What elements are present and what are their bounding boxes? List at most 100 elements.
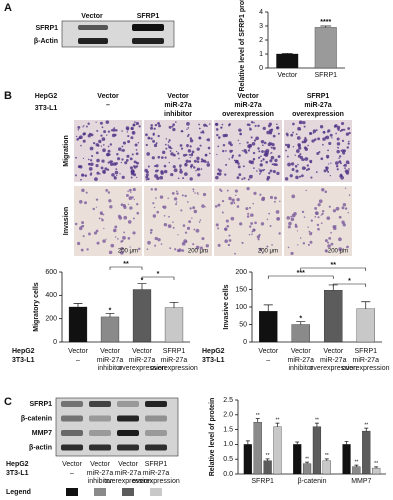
cell	[121, 145, 124, 148]
cell	[269, 195, 274, 200]
cell	[284, 177, 289, 181]
cell	[150, 228, 153, 232]
label: 400	[45, 292, 57, 299]
cell	[271, 143, 275, 147]
label: 200	[45, 316, 57, 323]
cell	[146, 248, 149, 251]
legend-swatch	[122, 488, 134, 496]
cell	[315, 129, 318, 132]
cell	[277, 217, 280, 220]
label: MMP7	[351, 478, 371, 485]
label: **	[123, 261, 129, 268]
cell	[157, 238, 161, 242]
cell	[130, 191, 132, 193]
cell	[346, 146, 350, 149]
cell	[124, 161, 128, 165]
cell	[111, 160, 114, 163]
cell	[208, 152, 211, 155]
cell	[238, 173, 242, 177]
cell	[90, 133, 94, 137]
cell	[321, 212, 324, 215]
cell	[106, 168, 110, 171]
cell	[186, 226, 191, 230]
cell	[308, 131, 312, 136]
cell	[113, 133, 117, 137]
cell	[341, 206, 345, 210]
cell	[127, 134, 130, 138]
label: Vector	[90, 461, 111, 468]
cell	[305, 189, 307, 192]
cell	[218, 172, 222, 176]
cell	[182, 224, 186, 227]
cell	[178, 157, 180, 160]
label: overexpression	[292, 111, 344, 118]
label: 1.5	[223, 426, 233, 433]
cell	[347, 170, 350, 172]
error-bar	[169, 301, 179, 308]
cell	[259, 247, 263, 251]
cell	[256, 235, 261, 239]
cell	[328, 163, 330, 165]
cell	[121, 239, 124, 242]
error-bar	[364, 427, 369, 432]
cell	[237, 139, 239, 141]
cell	[193, 159, 197, 163]
cell	[132, 231, 136, 235]
cell	[99, 121, 103, 125]
error-bar	[361, 301, 371, 309]
label: 200	[235, 269, 247, 276]
cell	[189, 137, 193, 140]
cell	[336, 142, 341, 146]
label: Migration	[63, 135, 70, 167]
cell	[272, 170, 276, 174]
cell	[154, 165, 157, 168]
cell	[149, 231, 153, 234]
cell	[309, 240, 313, 244]
cell	[307, 167, 311, 171]
label: 2.5	[223, 397, 233, 404]
cell	[346, 245, 349, 249]
cell	[177, 234, 179, 236]
label: SFRP1	[137, 13, 160, 20]
error-bar	[374, 466, 379, 469]
cell	[326, 216, 331, 221]
cell	[272, 146, 276, 150]
cell	[121, 158, 124, 161]
cell	[252, 202, 254, 205]
cell	[347, 211, 349, 214]
cell	[184, 172, 188, 176]
cell	[108, 199, 112, 203]
cell	[327, 244, 331, 248]
cell	[122, 141, 127, 145]
cell	[136, 202, 139, 206]
label: Vector	[291, 348, 312, 355]
label: *	[157, 271, 160, 278]
cell	[190, 153, 194, 157]
label: miR-27a	[288, 357, 315, 364]
label: **	[331, 262, 337, 269]
cell	[164, 156, 167, 159]
bar	[312, 426, 322, 475]
error-bar	[314, 422, 319, 427]
cell	[108, 250, 113, 255]
cell	[277, 132, 280, 135]
cell	[127, 140, 131, 144]
band	[78, 25, 108, 30]
cell	[335, 206, 340, 211]
cell	[320, 157, 324, 161]
cell	[231, 198, 235, 202]
cell	[292, 122, 295, 126]
cell	[347, 127, 351, 130]
error-bar	[263, 304, 273, 312]
bar	[273, 426, 282, 475]
cell	[186, 121, 190, 126]
legend-swatch	[150, 488, 162, 496]
cell	[236, 205, 240, 208]
cell	[84, 201, 88, 205]
cell	[164, 143, 167, 146]
cell	[189, 145, 192, 148]
cell	[77, 241, 81, 246]
cell	[306, 164, 310, 167]
error-bar	[295, 441, 300, 445]
cell	[271, 244, 273, 246]
